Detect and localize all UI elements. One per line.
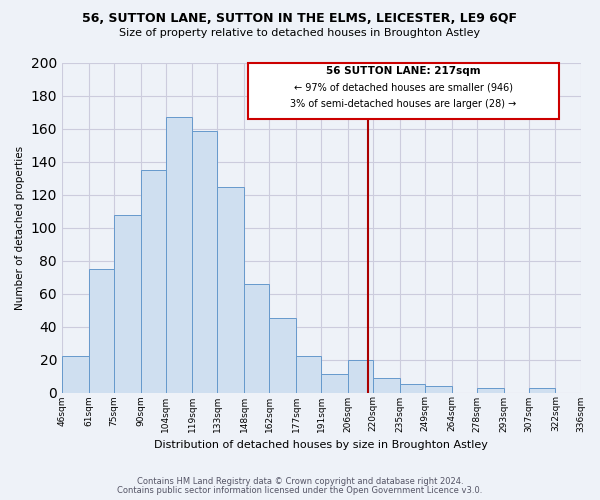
Bar [140,170,166,392]
Bar [193,130,217,392]
Y-axis label: Number of detached properties: Number of detached properties [15,146,25,310]
Bar [89,269,114,392]
Bar [114,214,140,392]
Text: 3% of semi-detached houses are larger (28) →: 3% of semi-detached houses are larger (2… [290,99,517,109]
Bar [373,378,400,392]
FancyBboxPatch shape [248,63,559,119]
Bar [244,284,269,393]
Bar [529,388,556,392]
Bar [217,186,244,392]
Text: 56, SUTTON LANE, SUTTON IN THE ELMS, LEICESTER, LE9 6QF: 56, SUTTON LANE, SUTTON IN THE ELMS, LEI… [83,12,517,26]
Text: Size of property relative to detached houses in Broughton Astley: Size of property relative to detached ho… [119,28,481,38]
Bar [477,388,503,392]
Bar [296,356,321,392]
Text: ← 97% of detached houses are smaller (946): ← 97% of detached houses are smaller (94… [294,83,513,93]
Text: Contains HM Land Registry data © Crown copyright and database right 2024.: Contains HM Land Registry data © Crown c… [137,477,463,486]
Bar [321,374,348,392]
Bar [166,118,193,392]
Bar [425,386,452,392]
Bar [62,356,89,392]
Text: Contains public sector information licensed under the Open Government Licence v3: Contains public sector information licen… [118,486,482,495]
Bar [400,384,425,392]
Bar [269,318,296,392]
Text: 56 SUTTON LANE: 217sqm: 56 SUTTON LANE: 217sqm [326,66,481,76]
X-axis label: Distribution of detached houses by size in Broughton Astley: Distribution of detached houses by size … [154,440,488,450]
Bar [348,360,373,392]
